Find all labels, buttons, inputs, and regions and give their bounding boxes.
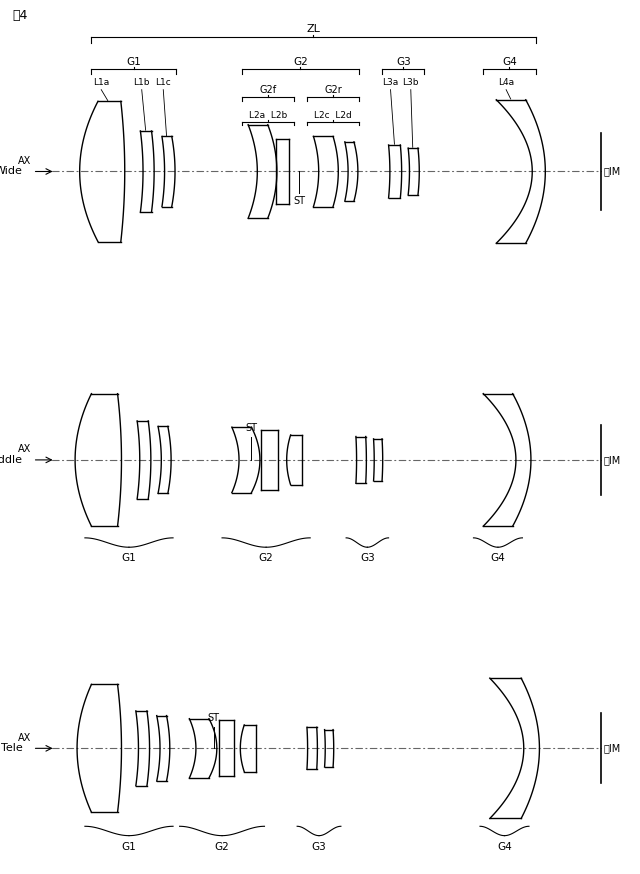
Text: G3: G3 xyxy=(360,553,375,564)
Text: L3a: L3a xyxy=(383,79,399,87)
Text: G2: G2 xyxy=(293,57,308,66)
Text: G2f: G2f xyxy=(259,85,276,95)
Text: G2: G2 xyxy=(259,553,273,564)
Text: L1c: L1c xyxy=(156,79,171,87)
Text: G2r: G2r xyxy=(324,85,342,95)
Text: Wide: Wide xyxy=(0,166,23,177)
Text: G3: G3 xyxy=(312,842,326,852)
Text: L1b: L1b xyxy=(134,79,150,87)
Text: L2a  L2b: L2a L2b xyxy=(248,111,287,120)
Text: ST: ST xyxy=(207,713,220,724)
Text: G1: G1 xyxy=(127,57,141,66)
Text: G1: G1 xyxy=(122,553,136,564)
Text: Tele: Tele xyxy=(1,743,23,753)
Text: L2c  L2d: L2c L2d xyxy=(314,111,352,120)
Text: ST: ST xyxy=(293,197,305,206)
Text: AX: AX xyxy=(18,733,31,743)
Text: G1: G1 xyxy=(122,842,136,852)
Text: L1a: L1a xyxy=(93,79,109,87)
Text: G3: G3 xyxy=(396,57,411,66)
Text: AX: AX xyxy=(18,156,31,166)
Text: ～IM: ～IM xyxy=(604,454,621,465)
Text: G2: G2 xyxy=(214,842,229,852)
Text: ～IM: ～IM xyxy=(604,743,621,753)
Text: L4a: L4a xyxy=(498,79,514,87)
Text: G4: G4 xyxy=(491,553,506,564)
Text: ZL: ZL xyxy=(307,24,321,34)
Text: Middle: Middle xyxy=(0,454,23,465)
Text: ST: ST xyxy=(245,423,257,434)
Text: 図4: 図4 xyxy=(13,9,28,22)
Text: ～IM: ～IM xyxy=(604,166,621,177)
Text: L3b: L3b xyxy=(403,79,419,87)
Text: G4: G4 xyxy=(497,842,512,852)
Text: G4: G4 xyxy=(502,57,516,66)
Text: AX: AX xyxy=(18,445,31,454)
